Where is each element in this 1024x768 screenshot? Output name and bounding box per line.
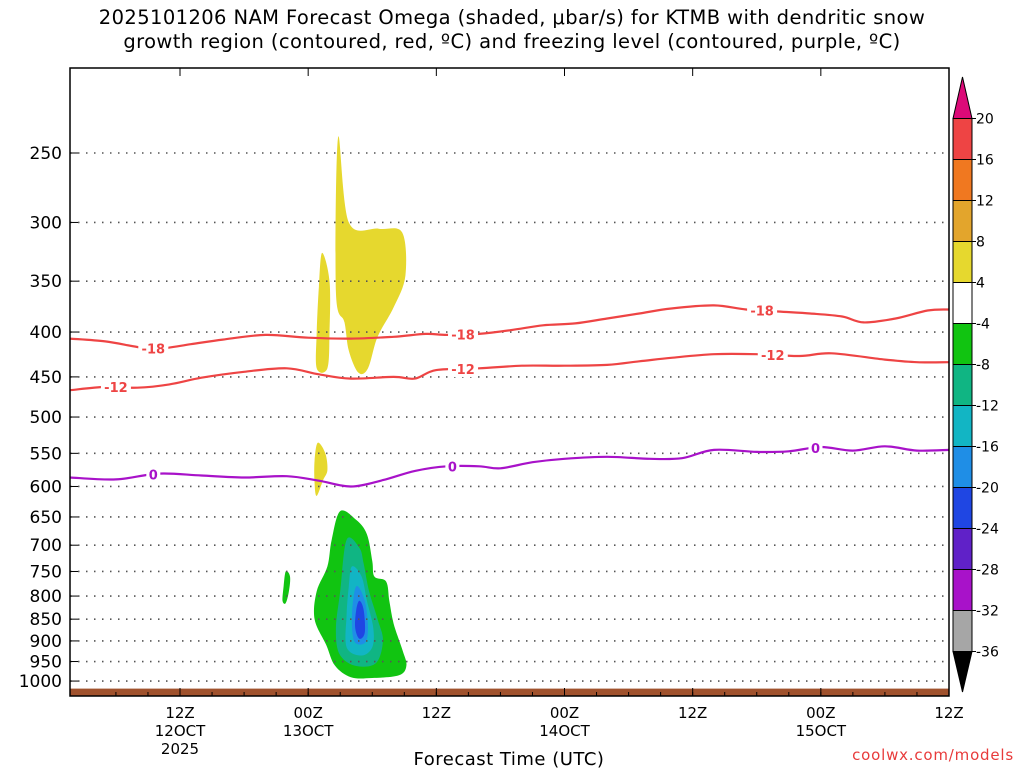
omega-shading — [282, 136, 407, 679]
plot-background — [70, 68, 949, 696]
contour-label-bg — [146, 466, 161, 483]
y-tick-label-350: 350 — [30, 272, 62, 292]
y-tick-label-500: 500 — [30, 408, 62, 428]
y-tick-label-900: 900 — [30, 632, 62, 652]
contour-label-bg — [757, 346, 788, 363]
chart-title: 2025101206 NAM Forecast Omega (shaded, μ… — [0, 6, 1024, 54]
colorbar-band-0 — [952, 118, 973, 160]
colorbar-band-2 — [952, 200, 973, 242]
omega-region-4 — [282, 571, 291, 604]
y-tick-label-750: 750 — [30, 562, 62, 582]
y-tick-label-400: 400 — [30, 323, 62, 343]
colorbar-band-5 — [952, 323, 973, 365]
x-tick-label-0-1: 12OCT — [155, 722, 206, 740]
title-line-2: growth region (contoured, red, ºC) and f… — [123, 30, 901, 53]
x-tick-label-3-1: 14OCT — [539, 722, 590, 740]
colorbar-label-3: 8 — [976, 235, 985, 251]
colorbar-label-13: -36 — [976, 645, 999, 661]
contour-label-0-0: -18 — [142, 342, 166, 357]
x-tick-label-0-0: 12Z — [165, 704, 194, 722]
y-tick-label-850: 850 — [30, 610, 62, 630]
contour-label-bg — [448, 326, 479, 343]
terrain-fill — [70, 688, 949, 696]
y-tick-label-300: 300 — [30, 213, 62, 233]
colorbar-label-10: -24 — [976, 522, 999, 538]
colorbar-label-11: -28 — [976, 563, 999, 579]
colorbar-band-11 — [952, 569, 973, 611]
omega-region-2 — [314, 442, 328, 496]
contour-label-bg — [448, 360, 479, 377]
y-tick-label-650: 650 — [30, 508, 62, 528]
colorbar-band-10 — [952, 528, 973, 570]
pressure-axis: 2503003504004505005506006507007508008509… — [19, 144, 78, 692]
colorbar-label-12: -32 — [976, 604, 999, 620]
colorbar-band-8 — [952, 446, 973, 488]
contour-line-1 — [70, 352, 949, 392]
x-axis-label: Forecast Time (UTC) — [414, 749, 605, 768]
site-credit: coolwx.com/models — [852, 746, 1014, 764]
x-tick-label-4-0: 12Z — [678, 704, 707, 722]
y-tick-label-1000: 1000 — [19, 672, 62, 692]
contour-label-2-0: 0 — [149, 468, 158, 483]
omega-region-0 — [335, 136, 407, 375]
colorbar-label-8: -16 — [976, 440, 999, 456]
y-tick-label-550: 550 — [30, 444, 62, 464]
contour-label-1-2: -12 — [761, 349, 785, 364]
colorbar-band-4 — [952, 282, 973, 324]
contour-label-1-0: -12 — [104, 381, 128, 396]
contour-label-bg — [747, 302, 778, 319]
colorbar-band-1 — [952, 159, 973, 201]
colorbar-label-2: 12 — [976, 194, 994, 210]
y-tick-label-450: 450 — [30, 368, 62, 388]
y-tick-label-950: 950 — [30, 653, 62, 673]
x-tick-label-5-1: 15OCT — [796, 722, 847, 740]
colorbar-label-5: -4 — [976, 317, 990, 333]
y-tick-label-600: 600 — [30, 477, 62, 497]
plot-frame — [69, 67, 950, 697]
omega-region-1 — [315, 252, 331, 373]
contour-label-1-1: -12 — [451, 363, 475, 378]
contour-label-0-1: -18 — [451, 328, 475, 343]
title-line-1: 2025101206 NAM Forecast Omega (shaded, μ… — [98, 6, 926, 29]
contour-label-2-2: 0 — [811, 442, 820, 457]
omega-region-8 — [355, 600, 366, 639]
colorbar-label-1: 16 — [976, 153, 994, 169]
colorbar-bottom-arrow — [952, 651, 973, 693]
colorbar-label-0: 20 — [976, 112, 994, 128]
colorbar-band-12 — [952, 610, 973, 652]
x-tick-label-1-1: 13OCT — [283, 722, 334, 740]
x-tick-label-3-0: 00Z — [550, 704, 579, 722]
x-tick-label-1-0: 00Z — [293, 704, 322, 722]
colorbar-band-3 — [952, 241, 973, 283]
y-tick-label-700: 700 — [30, 536, 62, 556]
contour-label-bg — [138, 340, 169, 357]
colorbar-band-7 — [952, 405, 973, 447]
contour-label-bg — [445, 458, 460, 475]
colorbar-label-7: -12 — [976, 399, 999, 415]
colorbar-label-4: 4 — [976, 276, 985, 292]
colorbar-top-arrow — [952, 76, 973, 119]
colorbar-band-9 — [952, 487, 973, 529]
contour-label-bg — [100, 379, 131, 396]
x-tick-label-2-0: 12Z — [422, 704, 451, 722]
colorbar-label-9: -20 — [976, 481, 999, 497]
contour-label-0-2: -18 — [750, 304, 774, 319]
contour-label-bg — [808, 439, 823, 456]
omega-colorbar: 20 16 12 8 4 -4 -8 -12 -16 -20 -24 -28 -32 -36 — [952, 76, 999, 693]
colorbar-label-6: -8 — [976, 358, 990, 374]
x-tick-label-6-0: 12Z — [934, 704, 963, 722]
temperature-contours: -18 -18 -18 -12 -12 -12 0 0 0 — [70, 302, 949, 488]
y-tick-label-250: 250 — [30, 144, 62, 164]
colorbar-band-6 — [952, 364, 973, 406]
terrain-surface — [70, 688, 949, 696]
contour-line-0 — [70, 304, 949, 351]
x-tick-label-5-0: 00Z — [806, 704, 835, 722]
y-tick-label-800: 800 — [30, 587, 62, 607]
contour-label-2-1: 0 — [448, 460, 457, 475]
x-tick-label-0-2: 2025 — [161, 740, 199, 758]
